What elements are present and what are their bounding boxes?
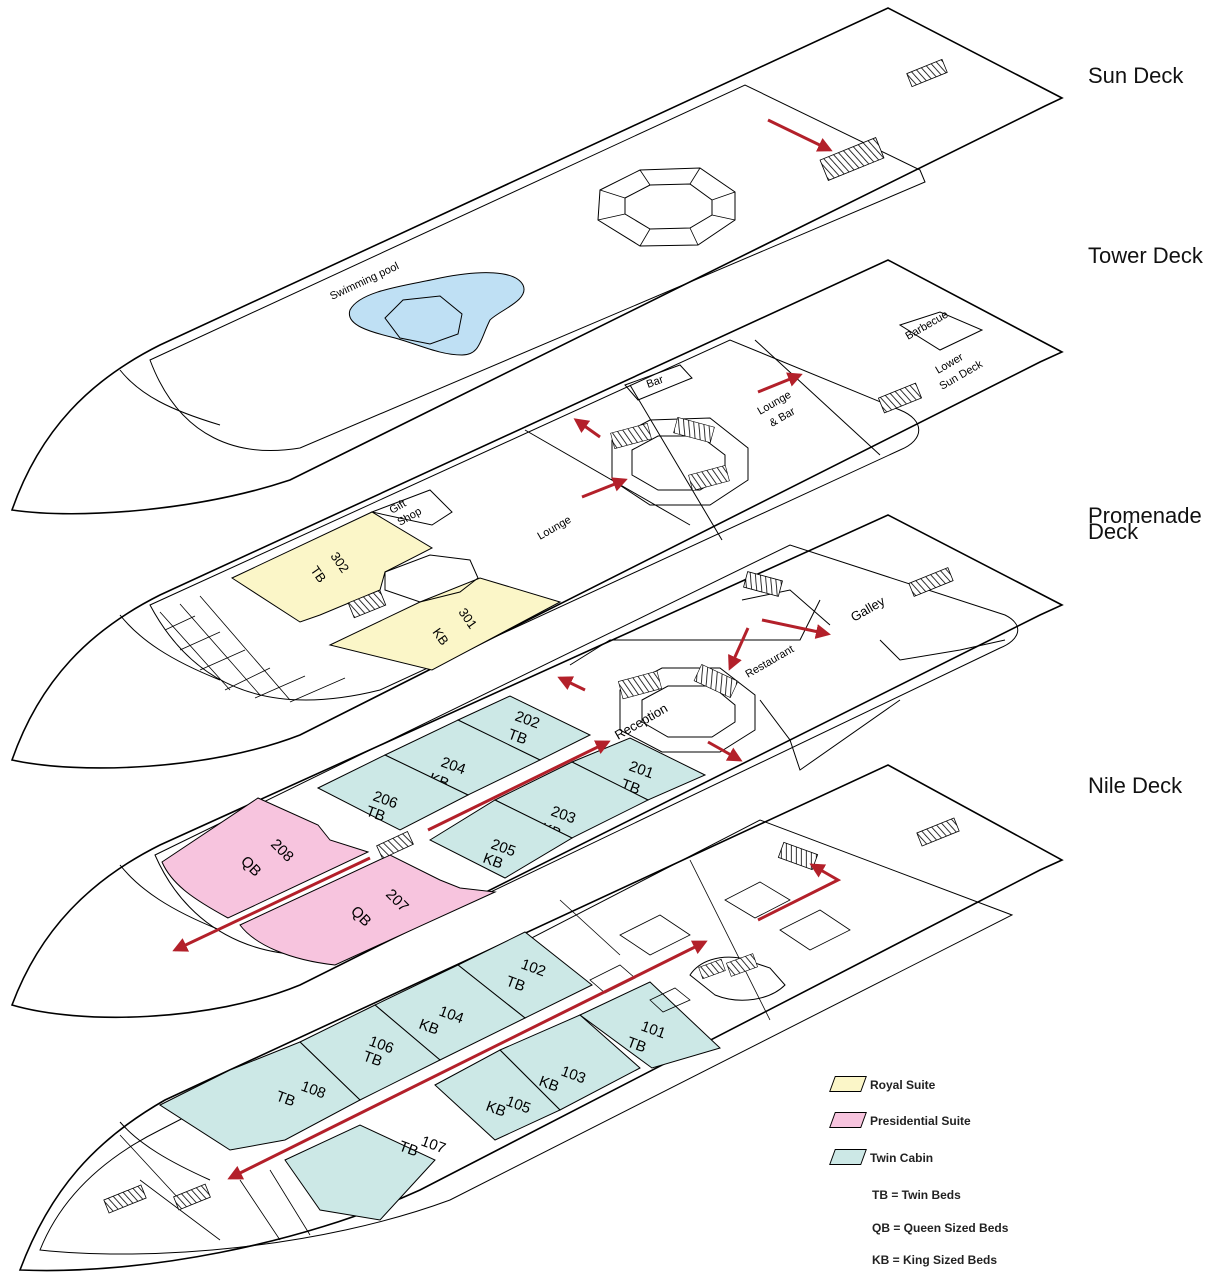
bar-counter	[624, 364, 693, 401]
stairs-icon	[347, 589, 387, 619]
direction-arrow	[728, 627, 750, 671]
central-staircase	[617, 663, 756, 753]
direction-arrow	[557, 676, 586, 692]
stairs-icon	[819, 137, 885, 181]
presidential-suite-swatch	[829, 1112, 867, 1128]
direction-arrow	[172, 856, 371, 952]
legend-royal-suite: Royal Suite	[829, 1068, 935, 1092]
stairs-icon	[777, 841, 819, 871]
royal-suite-swatch	[829, 1076, 867, 1092]
promenade-deck-title: Promenade Deck	[1088, 503, 1202, 544]
promenade-deck: 202 TB 201 TB 204 KB 203 KB 206 TB 205 K…	[10, 514, 1064, 1019]
direction-arrow	[707, 740, 743, 762]
legend-abbr-kb: KB = King Sized Beds	[872, 1253, 998, 1267]
stairs-icon	[376, 830, 414, 860]
tower-deck-title: Tower Deck	[1088, 243, 1203, 268]
swimming-pool	[348, 272, 525, 356]
twin-cabin-swatch	[829, 1149, 867, 1165]
stairs-icon	[103, 1184, 147, 1214]
svg-text:TB: TB	[506, 726, 530, 749]
direction-arrow	[767, 118, 833, 152]
cabin-206: 206 TB	[316, 754, 470, 831]
sun-deck-title: Sun Deck	[1088, 63, 1184, 88]
legend-twin-cabin: Twin Cabin	[829, 1141, 933, 1165]
svg-text:TB: TB	[364, 803, 388, 826]
tower-deck: 302 TB 301 KB Gift Shop Bar Lounge Loung	[10, 259, 1064, 769]
cabin-302: 302 TB	[230, 511, 434, 623]
svg-text:KB: KB	[481, 850, 506, 873]
stairs-icon	[906, 58, 948, 88]
cabin-205: 205 KB	[428, 799, 574, 879]
cabin-208: 208 QB	[161, 797, 370, 919]
direction-arrow	[227, 940, 708, 1180]
stairs-icon	[173, 1183, 211, 1211]
skylight-octagon	[597, 167, 736, 247]
direction-arrow	[581, 477, 628, 499]
barbecue	[898, 311, 984, 351]
legend-abbr-qb: QB = Queen Sized Beds	[872, 1221, 1009, 1235]
nile-deck: 102 TB 101 TB 104 KB 103 KB 106 TB 105 K…	[18, 764, 1064, 1272]
cabin-301: 301 KB	[328, 577, 562, 671]
nile-deck-title: Nile Deck	[1088, 773, 1183, 798]
direction-arrow	[427, 740, 611, 832]
direction-arrow	[573, 418, 601, 439]
svg-text:Bar: Bar	[645, 374, 666, 391]
legend-presidential-suite: Presidential Suite	[829, 1104, 971, 1128]
stairs-icon	[916, 817, 960, 847]
cabin-202: 202 TB	[456, 695, 592, 761]
direction-arrow	[757, 372, 803, 394]
direction-arrow	[757, 863, 842, 922]
stairs-icon	[877, 382, 923, 414]
legend-abbr-tb: TB = Twin Beds	[872, 1188, 961, 1202]
stairs-icon	[743, 571, 783, 597]
gift-shop	[370, 489, 453, 526]
stairs-icon	[908, 567, 954, 597]
direction-arrow	[761, 618, 831, 639]
bow-seating	[159, 595, 346, 703]
sun-deck: Swimming pool	[10, 7, 1064, 515]
